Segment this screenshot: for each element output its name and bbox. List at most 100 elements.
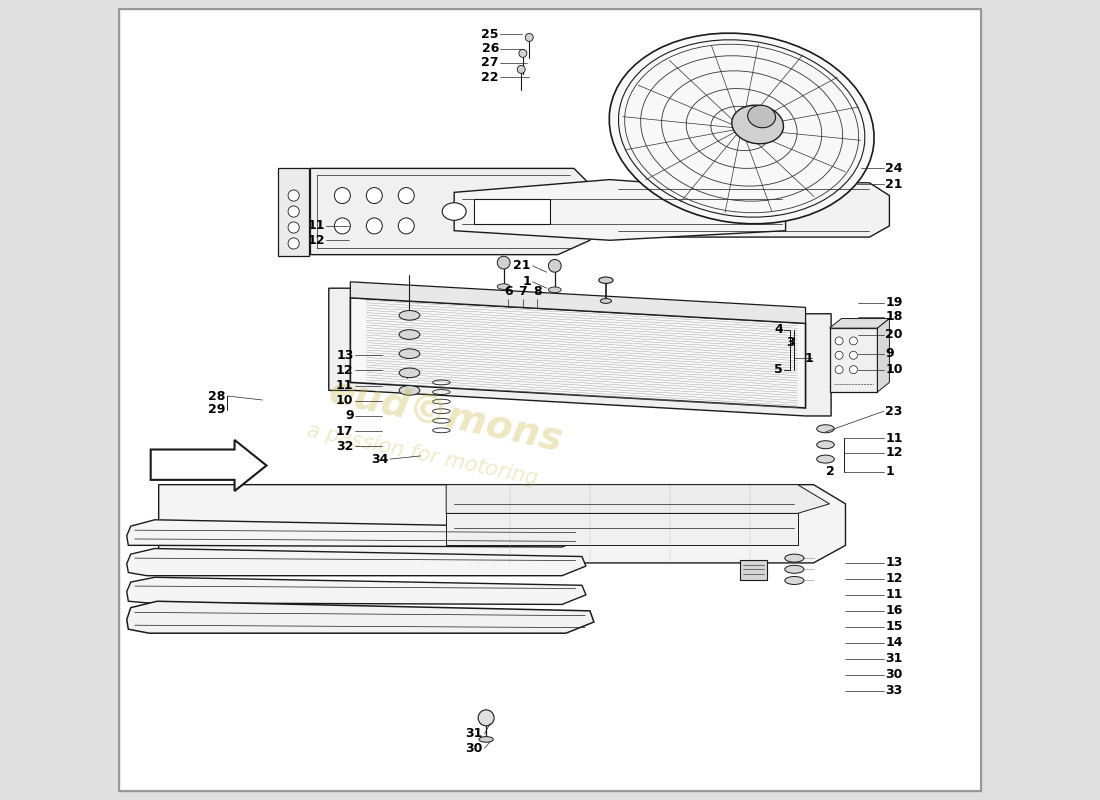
Text: 3: 3 [785, 336, 794, 349]
Text: 4: 4 [774, 323, 783, 336]
Circle shape [288, 206, 299, 217]
Text: 12: 12 [336, 364, 353, 377]
Polygon shape [447, 514, 798, 546]
Circle shape [288, 190, 299, 201]
Text: 12: 12 [307, 234, 324, 246]
Ellipse shape [497, 284, 510, 290]
Polygon shape [126, 520, 586, 547]
Ellipse shape [748, 106, 775, 128]
Polygon shape [829, 328, 878, 392]
Text: 10: 10 [336, 394, 353, 407]
Circle shape [549, 259, 561, 272]
Text: 26: 26 [482, 42, 499, 55]
Ellipse shape [816, 455, 834, 463]
Polygon shape [350, 282, 805, 323]
Text: 30: 30 [465, 742, 483, 754]
Text: 28: 28 [208, 390, 226, 402]
Circle shape [835, 337, 843, 345]
Text: 2: 2 [826, 466, 834, 478]
Circle shape [478, 710, 494, 726]
Text: 10: 10 [886, 363, 903, 376]
Text: 20: 20 [886, 328, 903, 341]
Polygon shape [447, 485, 829, 514]
Text: 25: 25 [482, 28, 499, 41]
Text: 5: 5 [774, 363, 783, 376]
Text: 21: 21 [886, 178, 903, 191]
Polygon shape [278, 169, 309, 256]
Polygon shape [126, 578, 586, 605]
Text: 9: 9 [886, 347, 894, 360]
Ellipse shape [784, 566, 804, 574]
Polygon shape [158, 485, 846, 563]
Text: 11: 11 [886, 588, 903, 602]
Text: 7: 7 [518, 285, 527, 298]
Circle shape [398, 187, 415, 203]
Circle shape [366, 218, 383, 234]
Circle shape [835, 366, 843, 374]
Circle shape [497, 256, 510, 269]
Text: 31: 31 [886, 652, 903, 666]
Text: 19: 19 [886, 296, 903, 309]
Text: 9: 9 [345, 410, 353, 422]
Text: 24: 24 [886, 162, 903, 175]
Text: 12: 12 [886, 446, 903, 459]
Text: 13: 13 [337, 349, 353, 362]
Circle shape [288, 238, 299, 249]
Ellipse shape [399, 330, 420, 339]
Polygon shape [310, 169, 590, 254]
Ellipse shape [816, 425, 834, 433]
Text: 11: 11 [336, 379, 353, 392]
Circle shape [366, 187, 383, 203]
Ellipse shape [399, 386, 420, 395]
Text: 27: 27 [482, 57, 499, 70]
Text: 34: 34 [372, 453, 388, 466]
Circle shape [849, 351, 858, 359]
Ellipse shape [784, 577, 804, 585]
Text: 16: 16 [886, 604, 903, 618]
Ellipse shape [732, 105, 783, 144]
Polygon shape [126, 549, 586, 576]
Text: 11: 11 [307, 219, 324, 233]
Text: 33: 33 [886, 684, 903, 697]
Text: 18: 18 [886, 310, 903, 323]
Text: 12: 12 [886, 572, 903, 586]
Ellipse shape [609, 33, 874, 224]
Polygon shape [151, 440, 266, 491]
Circle shape [334, 187, 350, 203]
Text: 1: 1 [522, 275, 531, 288]
Text: a passion for motoring: a passion for motoring [305, 420, 540, 489]
Ellipse shape [399, 349, 420, 358]
Circle shape [519, 50, 527, 58]
Polygon shape [329, 288, 832, 416]
Circle shape [849, 337, 858, 345]
Circle shape [517, 66, 525, 74]
Polygon shape [350, 298, 805, 408]
Polygon shape [454, 179, 785, 240]
Polygon shape [829, 318, 890, 328]
Text: 15: 15 [886, 620, 903, 634]
Circle shape [288, 222, 299, 233]
Ellipse shape [549, 287, 561, 293]
Text: 11: 11 [886, 432, 903, 445]
Text: 21: 21 [514, 259, 531, 272]
Ellipse shape [784, 554, 804, 562]
Polygon shape [126, 602, 594, 633]
Circle shape [398, 218, 415, 234]
Text: 23: 23 [886, 405, 903, 418]
Text: 1: 1 [886, 466, 894, 478]
Ellipse shape [601, 298, 612, 303]
Ellipse shape [399, 310, 420, 320]
FancyBboxPatch shape [119, 9, 981, 791]
Polygon shape [878, 318, 890, 392]
Text: 30: 30 [886, 668, 903, 682]
Text: 1: 1 [805, 352, 814, 365]
Ellipse shape [399, 368, 420, 378]
Text: 32: 32 [337, 440, 353, 453]
Text: 8: 8 [532, 285, 541, 298]
Polygon shape [602, 182, 890, 237]
FancyBboxPatch shape [474, 198, 550, 224]
Circle shape [835, 351, 843, 359]
Circle shape [525, 34, 533, 42]
FancyBboxPatch shape [740, 560, 767, 581]
Text: 13: 13 [886, 557, 903, 570]
